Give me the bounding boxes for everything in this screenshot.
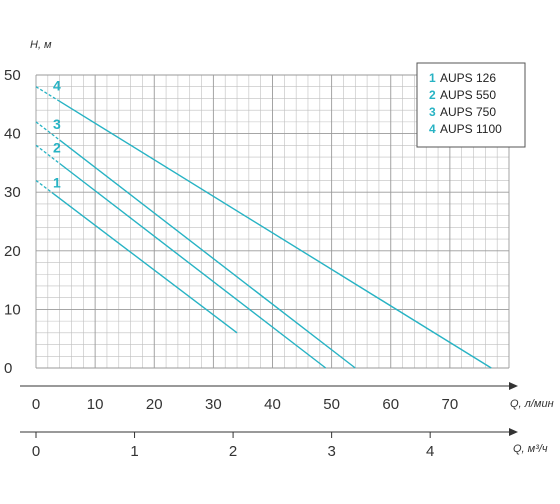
y-tick-label: 50 [4,67,21,84]
x2-tick-label: 0 [32,443,40,460]
x-tick-label: 0 [32,396,40,413]
y-tick-label: 0 [4,360,12,377]
curve-line-4 [59,100,492,369]
legend-num-4: 4 [429,122,436,136]
y-axis-ticks: 0 10 20 30 40 50 [4,67,21,377]
legend-box [416,62,526,148]
x2-tick-label: 1 [130,443,138,460]
legend-text-3: AUPS 750 [440,105,496,119]
y-tick-label: 20 [4,243,21,260]
x-tick-label: 20 [146,396,163,413]
legend-text-1: AUPS 126 [440,71,496,85]
y-axis-label: H, м [30,39,52,51]
x-tick-label: 50 [323,396,340,413]
x2-tick-label: 4 [426,443,434,460]
x-axis-arrow-icon [509,382,518,390]
legend-num-2: 2 [429,88,436,102]
curve-dashed-segment-1 [35,179,55,195]
y-tick-label: 10 [4,301,21,318]
legend-num-3: 3 [429,105,436,119]
y-tick-label: 40 [4,126,21,143]
x-tick-label: 30 [205,396,222,413]
legend-text-4: AUPS 1100 [440,122,502,136]
curve-label-3: 3 [53,116,61,132]
curve-label-1: 1 [53,174,61,190]
legend-text-2: AUPS 550 [440,88,496,102]
x-tick-label: 40 [264,396,281,413]
legend: 1 AUPS 126 2 AUPS 550 3 AUPS 750 4 AUPS … [416,62,526,148]
x-tick-label: 60 [382,396,399,413]
pump-curves [35,86,492,369]
curve-label-4: 4 [53,78,61,94]
x-axis-label: Q, л/мин [510,398,554,410]
x-tick-label: 10 [87,396,104,413]
legend-num-1: 1 [429,71,436,85]
x2-tick-label: 3 [327,443,335,460]
x2-tick-label: 2 [229,443,237,460]
x2-axis-arrow-icon [509,428,518,436]
x2-axis-label: Q, м³/ч [513,443,548,455]
curve-line-1 [53,193,238,334]
y-tick-label: 30 [4,184,21,201]
x-tick-label: 70 [442,396,459,413]
curve-labels: 1 2 3 4 [53,78,61,191]
secondary-x-axis: 0 1 2 3 4 [20,428,518,460]
x-axis-ticks: 0 10 20 30 40 50 60 70 [20,382,518,413]
curve-line-2 [59,162,327,369]
curve-line-3 [59,139,356,369]
curve-label-2: 2 [53,139,61,155]
